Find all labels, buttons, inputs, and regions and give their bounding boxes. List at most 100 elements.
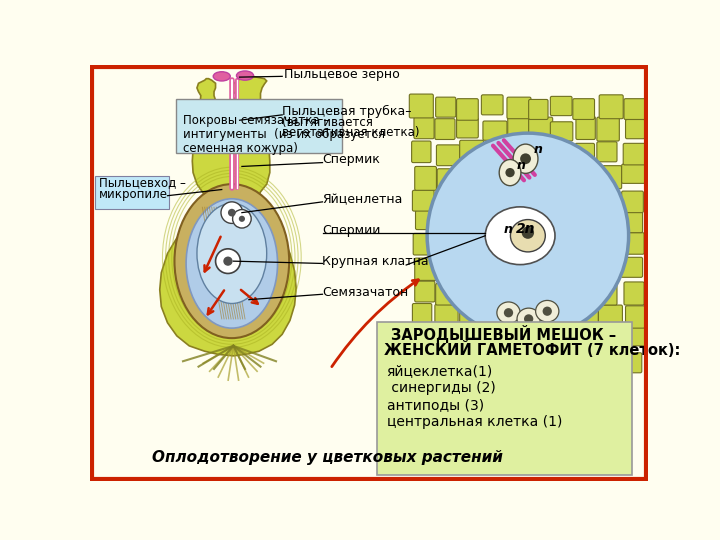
FancyBboxPatch shape <box>618 353 642 373</box>
FancyBboxPatch shape <box>621 191 644 213</box>
Text: Крупная клатна: Крупная клатна <box>323 255 429 268</box>
FancyBboxPatch shape <box>435 119 455 139</box>
FancyBboxPatch shape <box>530 347 553 372</box>
Text: n: n <box>534 143 542 157</box>
Ellipse shape <box>536 300 559 322</box>
Circle shape <box>520 153 531 164</box>
FancyBboxPatch shape <box>624 210 642 233</box>
Text: Оплодотворение у цветковых растений: Оплодотворение у цветковых растений <box>152 450 503 465</box>
FancyBboxPatch shape <box>415 281 435 302</box>
Circle shape <box>543 307 552 316</box>
FancyBboxPatch shape <box>624 143 646 165</box>
Text: Пыльцевое зерно: Пыльцевое зерно <box>284 68 400 82</box>
FancyBboxPatch shape <box>415 166 436 190</box>
FancyBboxPatch shape <box>550 96 572 116</box>
Text: (вытягивается: (вытягивается <box>282 117 373 130</box>
Ellipse shape <box>236 71 253 80</box>
FancyBboxPatch shape <box>413 190 434 211</box>
FancyBboxPatch shape <box>553 353 575 374</box>
FancyBboxPatch shape <box>436 284 459 305</box>
FancyBboxPatch shape <box>377 322 632 475</box>
FancyBboxPatch shape <box>600 330 624 350</box>
FancyBboxPatch shape <box>433 350 456 370</box>
Text: Пыльцевая трубка–: Пыльцевая трубка– <box>282 105 412 118</box>
Text: микропиле: микропиле <box>99 188 168 201</box>
FancyBboxPatch shape <box>508 117 529 140</box>
Circle shape <box>504 308 513 318</box>
FancyBboxPatch shape <box>436 329 458 352</box>
FancyBboxPatch shape <box>484 325 505 347</box>
Circle shape <box>221 202 243 224</box>
FancyBboxPatch shape <box>459 307 479 327</box>
Text: семенная кожура): семенная кожура) <box>183 141 297 155</box>
Text: Пыльцевход –: Пыльцевход – <box>99 177 186 190</box>
Text: ЖЕНСКИЙ ГАМЕТОФИТ (7 клеток):: ЖЕНСКИЙ ГАМЕТОФИТ (7 клеток): <box>384 341 680 358</box>
FancyBboxPatch shape <box>456 118 478 138</box>
Text: антиподы (3): антиподы (3) <box>387 398 484 412</box>
Text: яйцеклетка(1): яйцеклетка(1) <box>387 364 493 378</box>
FancyBboxPatch shape <box>599 95 624 119</box>
Circle shape <box>233 210 251 228</box>
FancyBboxPatch shape <box>576 117 595 139</box>
FancyBboxPatch shape <box>459 351 479 374</box>
FancyBboxPatch shape <box>573 99 595 119</box>
Text: интигументы  (из их образуется: интигументы (из их образуется <box>183 128 384 141</box>
FancyBboxPatch shape <box>409 94 433 118</box>
FancyBboxPatch shape <box>436 97 456 117</box>
Text: центральная клетка (1): центральная клетка (1) <box>387 415 562 429</box>
FancyBboxPatch shape <box>528 117 553 141</box>
Text: вегетативная клетка): вегетативная клетка) <box>282 126 420 139</box>
FancyBboxPatch shape <box>624 282 644 305</box>
FancyBboxPatch shape <box>413 233 437 255</box>
FancyBboxPatch shape <box>626 306 645 328</box>
Circle shape <box>239 215 245 222</box>
FancyBboxPatch shape <box>626 119 645 139</box>
FancyBboxPatch shape <box>456 99 478 120</box>
FancyBboxPatch shape <box>412 141 431 163</box>
Ellipse shape <box>186 199 277 328</box>
FancyBboxPatch shape <box>415 211 436 229</box>
FancyBboxPatch shape <box>507 97 531 119</box>
Text: n: n <box>516 159 525 172</box>
Text: Покровы семязачатка –: Покровы семязачатка – <box>183 114 329 127</box>
FancyBboxPatch shape <box>550 122 573 141</box>
FancyBboxPatch shape <box>459 329 482 350</box>
FancyBboxPatch shape <box>597 142 617 162</box>
FancyBboxPatch shape <box>597 283 617 305</box>
Text: 2n: 2n <box>516 221 536 235</box>
Circle shape <box>223 256 233 266</box>
FancyBboxPatch shape <box>621 164 645 184</box>
Ellipse shape <box>427 133 629 339</box>
FancyBboxPatch shape <box>620 233 644 254</box>
Text: n: n <box>504 222 513 235</box>
FancyBboxPatch shape <box>415 258 437 280</box>
FancyBboxPatch shape <box>413 303 432 323</box>
FancyBboxPatch shape <box>528 99 548 119</box>
FancyBboxPatch shape <box>595 352 619 375</box>
FancyBboxPatch shape <box>621 257 642 278</box>
FancyBboxPatch shape <box>481 351 503 374</box>
FancyBboxPatch shape <box>597 117 619 141</box>
FancyBboxPatch shape <box>437 168 461 188</box>
FancyBboxPatch shape <box>598 305 622 326</box>
Ellipse shape <box>510 220 545 252</box>
FancyBboxPatch shape <box>624 326 647 346</box>
Ellipse shape <box>513 144 538 173</box>
FancyBboxPatch shape <box>576 325 595 347</box>
FancyBboxPatch shape <box>94 177 169 209</box>
Circle shape <box>228 209 235 217</box>
Polygon shape <box>160 76 296 356</box>
Circle shape <box>524 314 534 323</box>
FancyBboxPatch shape <box>483 121 507 140</box>
Ellipse shape <box>499 159 521 186</box>
FancyBboxPatch shape <box>529 330 549 350</box>
Ellipse shape <box>174 184 289 338</box>
FancyBboxPatch shape <box>414 117 434 139</box>
Text: Яйценлетна: Яйценлетна <box>323 193 403 206</box>
FancyBboxPatch shape <box>410 327 433 347</box>
FancyBboxPatch shape <box>436 145 459 166</box>
Circle shape <box>522 226 534 239</box>
Text: ЗАРОДЫШЕВЫЙ МЕШОК –: ЗАРОДЫШЕВЫЙ МЕШОК – <box>392 325 616 342</box>
FancyBboxPatch shape <box>575 143 595 164</box>
Circle shape <box>215 249 240 273</box>
